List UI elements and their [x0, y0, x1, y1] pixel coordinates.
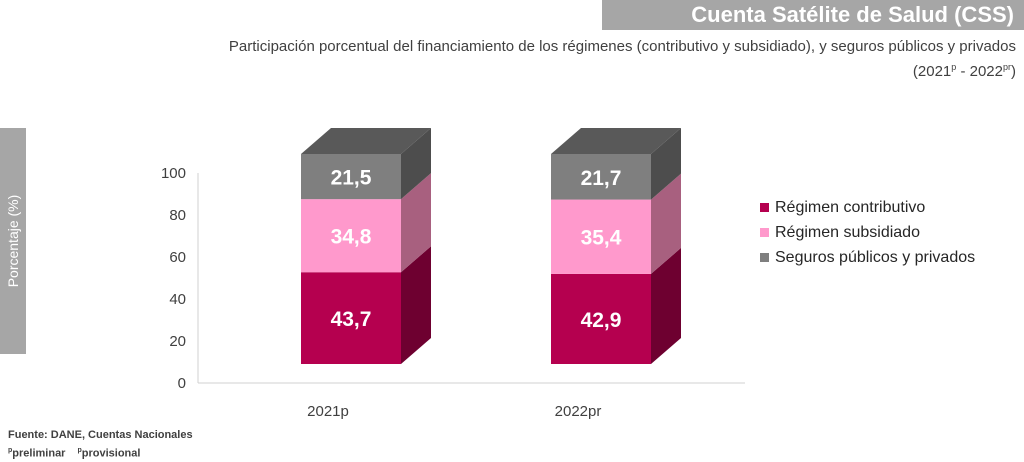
abbreviation-notes: ppreliminar pprovisional [8, 447, 141, 460]
y-tick-label: 60 [169, 249, 186, 266]
data-label: 34,8 [331, 226, 372, 249]
data-label: 21,5 [331, 167, 372, 190]
y-tick-label: 80 [169, 207, 186, 224]
y-tick-label: 20 [169, 333, 186, 350]
chart-legend: Régimen contributivo Régimen subsidiado Se… [760, 195, 975, 270]
bar-top-face [301, 128, 431, 154]
bar-segment [301, 199, 401, 273]
data-label: 42,9 [581, 309, 622, 332]
y-axis-label-box [0, 128, 26, 354]
bar-segment-side [401, 173, 431, 273]
chart-period: (2021p - 2022pr) [912, 62, 1016, 80]
bar-segment [551, 273, 651, 364]
bar-segment [551, 199, 651, 274]
bar-segment [301, 272, 401, 364]
source-note: Fuente: DANE, Cuentas Nacionales [8, 429, 193, 441]
bar-top-face [551, 128, 681, 154]
chart-subtitle: Participación porcentual del financiamie… [228, 38, 1016, 55]
y-tick-label: 40 [169, 291, 186, 308]
legend-swatch [760, 228, 769, 237]
data-label: 43,7 [331, 308, 372, 331]
x-tick-label: 2022pr [555, 403, 602, 420]
bar-segment-side [651, 128, 681, 200]
y-tick-label: 0 [178, 375, 186, 392]
legend-swatch [760, 203, 769, 212]
data-label: 35,4 [581, 227, 622, 250]
legend-label: Régimen subsidiado [775, 223, 920, 241]
chart-banner-title: Cuenta Satélite de Salud (CSS) [602, 0, 1024, 30]
bar-segment-side [401, 246, 431, 364]
bar-segment-side [651, 173, 681, 274]
bar-segment-side [401, 128, 431, 200]
legend-label: Seguros públicos y privados [775, 248, 976, 266]
legend-item: Régimen subsidiado [760, 220, 975, 245]
y-tick-label: 100 [161, 165, 186, 182]
data-label: 21,7 [581, 167, 622, 190]
legend-label: Régimen contributivo [775, 198, 926, 216]
legend-item: Seguros públicos y privados [760, 245, 975, 270]
bar-segment [301, 154, 401, 200]
legend-swatch [760, 253, 769, 262]
bar-segment [551, 154, 651, 200]
legend-item: Régimen contributivo [760, 195, 975, 220]
bar-segment-side [651, 247, 681, 364]
chart-footer: Fuente: DANE, Cuentas Nacionales pprelim… [8, 427, 193, 462]
x-tick-label: 2021p [307, 403, 349, 420]
